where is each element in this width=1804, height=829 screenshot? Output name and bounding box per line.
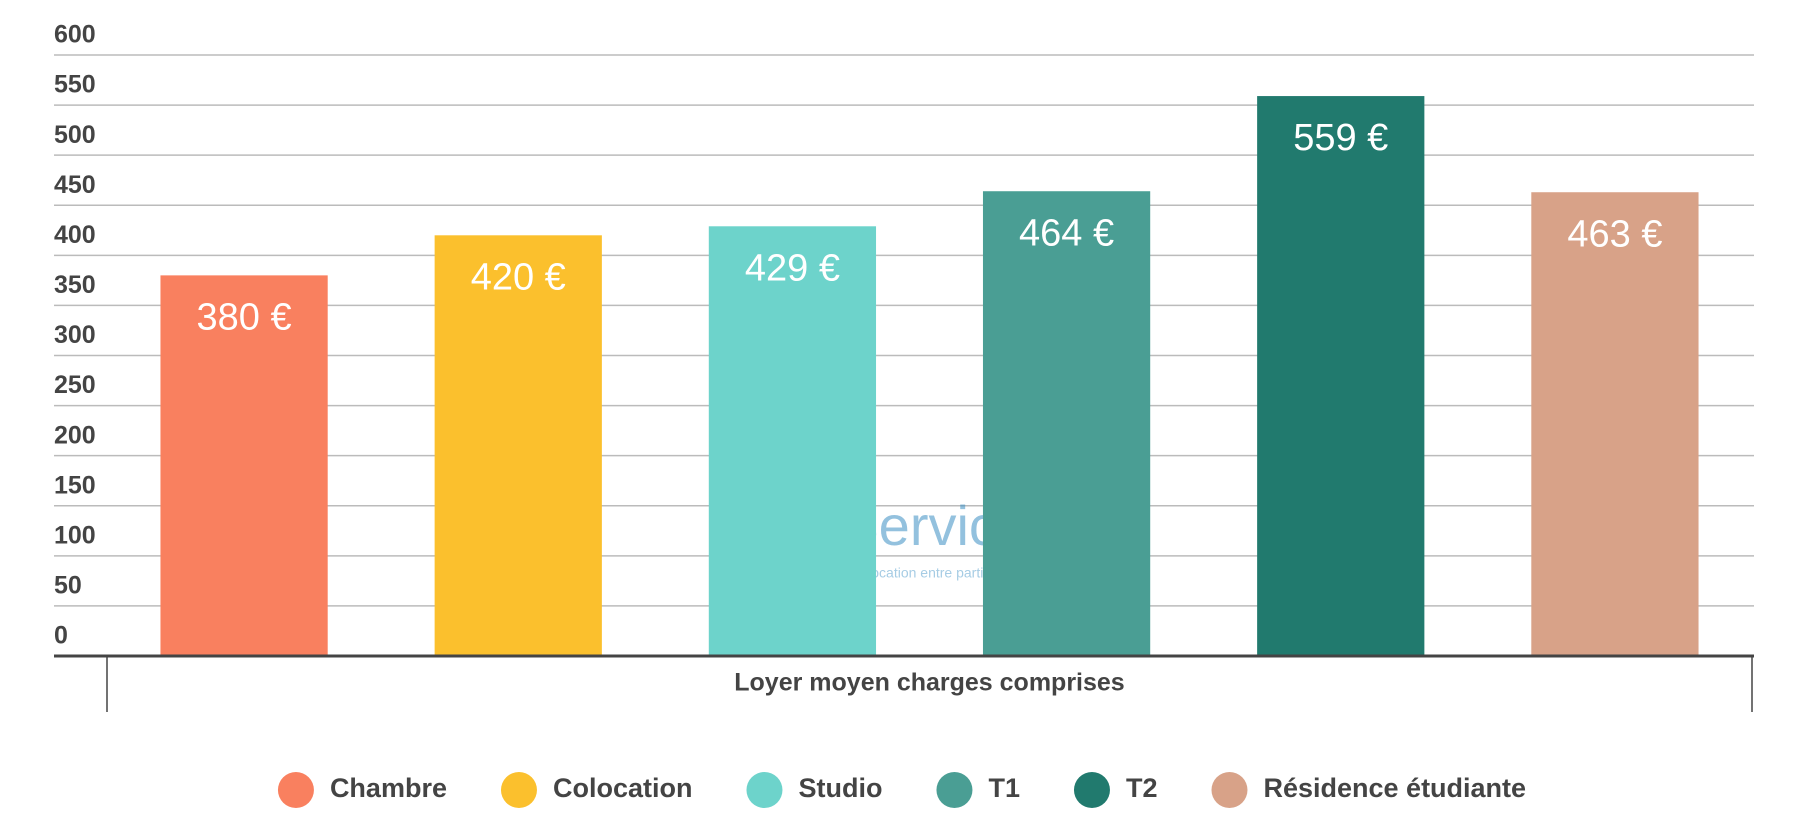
data-label: 463 € <box>1567 213 1662 255</box>
bar <box>708 226 877 656</box>
y-tick-label: 500 <box>54 121 96 149</box>
legend-marker <box>500 772 537 808</box>
data-label: 464 € <box>1019 212 1114 254</box>
legend-marker <box>746 772 783 808</box>
legend-label: Résidence étudiante <box>1263 773 1526 803</box>
y-tick-label: 550 <box>54 71 96 99</box>
y-tick-label: 150 <box>54 471 96 499</box>
legend-label: Chambre <box>330 773 447 803</box>
y-tick-label: 50 <box>54 572 82 600</box>
legend-label: Studio <box>798 773 882 803</box>
y-tick-label: 100 <box>54 521 96 549</box>
data-label: 429 € <box>745 247 840 289</box>
data-label: 420 € <box>471 256 566 298</box>
x-tick-label: Loyer moyen charges comprises <box>734 669 1124 697</box>
y-tick-label: 200 <box>54 421 96 449</box>
data-label: 380 € <box>197 296 292 338</box>
y-tick-label: 0 <box>54 622 68 650</box>
y-tick-label: 300 <box>54 321 96 349</box>
y-tick-label: 450 <box>54 171 96 199</box>
y-tick-label: 350 <box>54 271 96 299</box>
y-tick-label: 400 <box>54 221 96 249</box>
legend-marker <box>1073 772 1110 808</box>
y-tick-label: 250 <box>54 371 96 399</box>
bar <box>160 275 328 656</box>
bar <box>982 191 1151 656</box>
legend-marker <box>277 772 314 808</box>
bar <box>434 235 602 657</box>
bar <box>1531 192 1699 656</box>
legend-marker <box>1211 772 1248 808</box>
data-label: 559 € <box>1293 117 1388 159</box>
legend-marker <box>936 772 973 808</box>
legend-label: T1 <box>988 773 1020 803</box>
bar <box>1257 96 1425 656</box>
y-tick-label: 600 <box>54 21 96 49</box>
legend-label: Colocation <box>553 773 693 803</box>
legend-label: T2 <box>1126 773 1158 803</box>
